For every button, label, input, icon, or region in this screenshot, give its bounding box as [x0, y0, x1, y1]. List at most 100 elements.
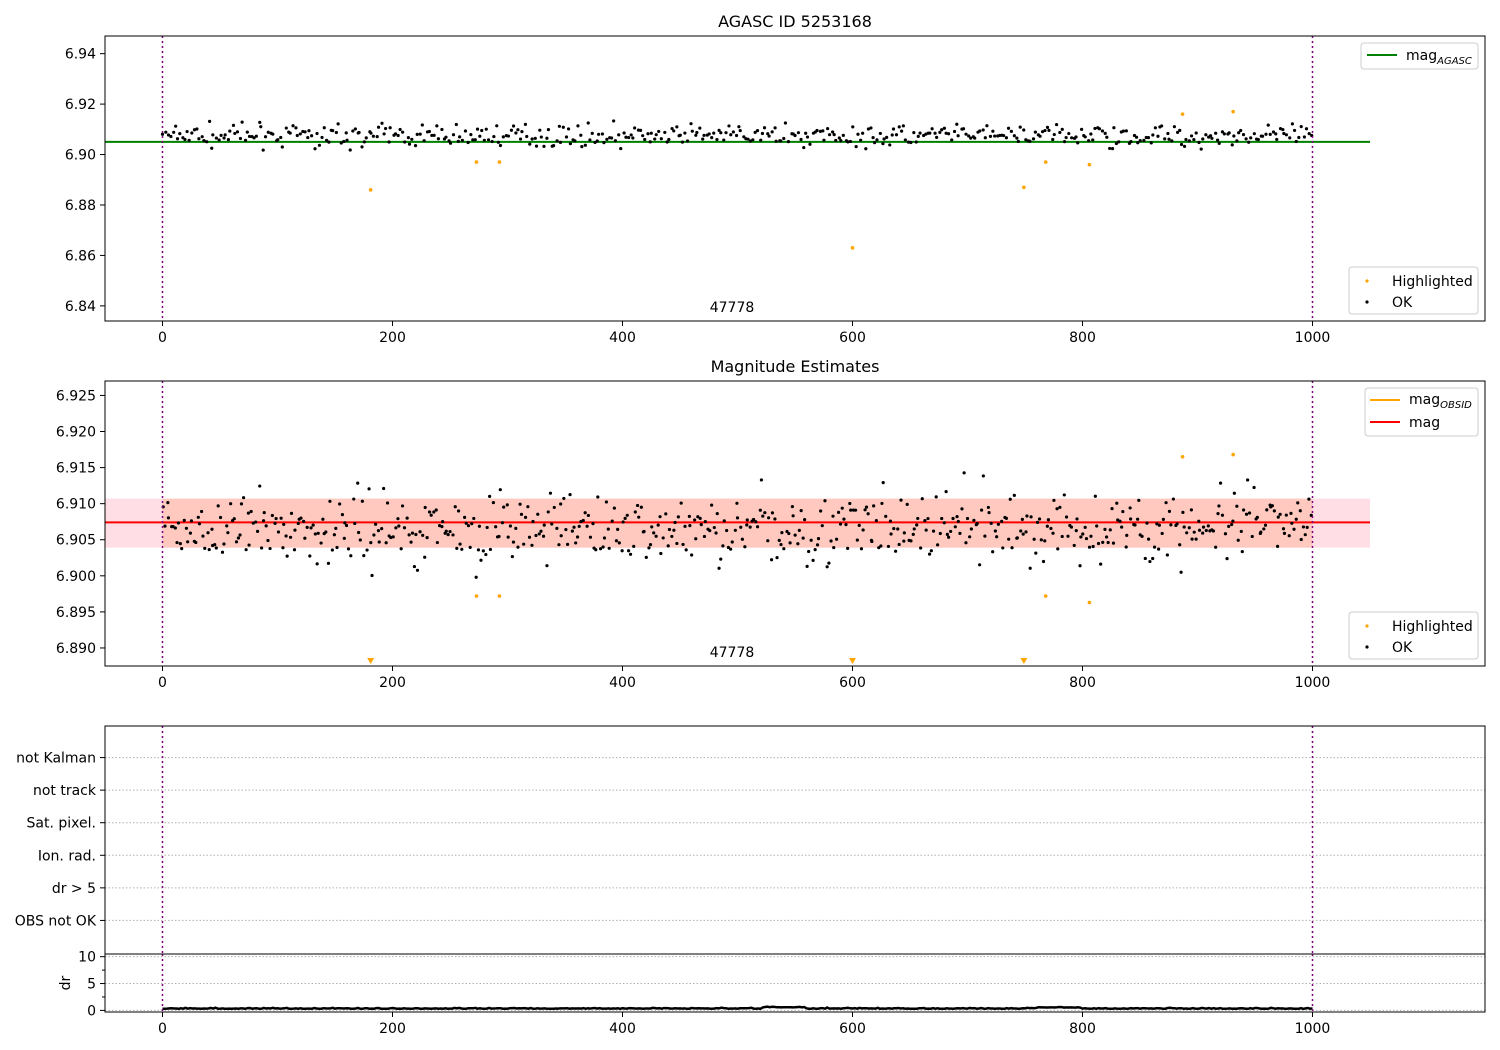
magnitude-ok-point	[962, 471, 966, 475]
agasc-ok-point	[1304, 127, 1309, 131]
agasc-ok-point	[482, 138, 486, 142]
magnitude-ok-point	[1214, 545, 1218, 549]
magnitude-ok-point	[639, 505, 643, 509]
agasc-ok-point	[1112, 126, 1116, 130]
magnitude-ok-point	[1096, 541, 1101, 546]
magnitude-ok-point	[324, 530, 328, 534]
magnitude-ok-point	[816, 537, 821, 541]
magnitude-ok-point	[315, 562, 319, 566]
agasc-ytick-label: 6.94	[65, 47, 96, 63]
agasc-ok-point	[214, 136, 218, 140]
magnitude-ok-point	[236, 536, 241, 540]
agasc-ok-point	[174, 124, 178, 128]
agasc-ok-point	[1138, 138, 1142, 143]
agasc-ok-point	[166, 133, 171, 137]
magnitude-ok-point	[201, 534, 205, 538]
magnitude-ok-point	[955, 515, 959, 519]
magnitude-ok-point	[745, 518, 749, 522]
magnitude-ok-point	[234, 540, 239, 544]
magnitude-ok-point	[514, 526, 518, 530]
magnitude-ok-point	[340, 513, 345, 517]
agasc-ok-point	[841, 133, 845, 137]
magnitude-ok-point	[717, 566, 721, 570]
agasc-ok-point	[369, 131, 373, 135]
magnitude-ok-point	[382, 486, 386, 491]
magnitude-ok-point	[1052, 498, 1056, 502]
magnitude-ok-point	[1305, 525, 1309, 529]
agasc-ok-point	[288, 131, 292, 135]
agasc-ok-point	[211, 133, 215, 137]
magnitude-ok-point	[453, 505, 457, 509]
agasc-ok-point	[815, 128, 819, 133]
agasc-ok-point	[1217, 141, 1221, 145]
magnitude-ok-point	[656, 523, 660, 527]
magnitude-ok-point	[1095, 524, 1099, 528]
magnitude-ok-point	[805, 564, 809, 568]
agasc-ok-point	[839, 139, 843, 143]
magnitude-ok-point	[945, 532, 949, 536]
magnitude-ytick-label: 6.915	[56, 461, 96, 477]
dr-ytick-label: 5	[87, 977, 96, 993]
agasc-panel-title: AGASC ID 5253168	[718, 12, 872, 31]
magnitude-ok-point	[1272, 509, 1276, 513]
agasc-ok-point	[799, 137, 803, 142]
magnitude-ok-point	[616, 527, 620, 531]
agasc-xtick-label: 600	[839, 330, 866, 346]
agasc-ok-point	[698, 126, 702, 130]
agasc-ok-point	[516, 128, 520, 132]
agasc-ok-point	[834, 138, 838, 143]
magnitude-ok-point	[464, 521, 468, 525]
magnitude-ok-point	[1201, 525, 1206, 529]
magnitude-ok-point	[934, 495, 938, 499]
magnitude-ok-point	[983, 534, 987, 538]
agasc-legend-ok: OK	[1392, 295, 1413, 311]
agasc-ok-point	[480, 128, 484, 133]
magnitude-scatter-legend: Highlighted OK	[1348, 611, 1479, 660]
magnitude-ok-point	[623, 516, 627, 520]
dr-ytick-label: 0	[87, 1003, 96, 1019]
agasc-ok-point	[930, 127, 934, 131]
agasc-ok-point	[1004, 136, 1009, 140]
agasc-ok-point	[1091, 138, 1095, 142]
magnitude-ok-point	[367, 487, 371, 491]
magnitude-ok-point	[1232, 491, 1236, 495]
agasc-ok-point	[894, 133, 899, 137]
magnitude-ytick-label: 6.900	[56, 569, 96, 585]
dr-series-line	[162, 1005, 1313, 1011]
magnitude-ok-point	[915, 523, 919, 527]
agasc-ok-point	[727, 124, 731, 128]
magnitude-ok-point	[458, 542, 462, 546]
magnitude-ok-point	[1075, 517, 1079, 521]
magnitude-ok-point	[1171, 497, 1175, 501]
magnitude-ok-point	[1128, 506, 1132, 510]
agasc-ok-point	[484, 127, 488, 131]
agasc-ok-point	[952, 129, 957, 134]
magnitude-ok-point	[434, 508, 438, 512]
agasc-ok-point	[678, 133, 682, 137]
magnitude-ok-point	[548, 491, 553, 495]
agasc-ok-point	[1247, 140, 1251, 144]
magnitude-ok-point	[1046, 518, 1051, 522]
magnitude-ok-point	[210, 527, 214, 531]
magnitude-ok-point	[1110, 507, 1114, 511]
magnitude-ok-point	[500, 521, 504, 525]
magnitude-ok-point	[1211, 529, 1216, 533]
magnitude-ok-point	[1037, 517, 1042, 521]
agasc-ok-point	[1033, 130, 1037, 134]
agasc-legend-highlighted: Highlighted	[1392, 274, 1473, 290]
magnitude-ok-point	[518, 502, 522, 506]
magnitude-ok-point	[1178, 543, 1182, 547]
magnitude-ok-point	[670, 534, 674, 539]
magnitude-ok-point	[975, 521, 979, 526]
magnitude-ok-point	[853, 508, 858, 512]
agasc-highlighted-point	[474, 160, 479, 164]
magnitude-ok-point	[1000, 519, 1004, 523]
agasc-ok-point	[530, 137, 534, 141]
magnitude-ok-point	[423, 555, 427, 559]
agasc-ok-point	[245, 130, 249, 134]
magnitude-ok-point	[536, 512, 540, 516]
magnitude-ok-point	[178, 542, 182, 546]
agasc-ok-point	[885, 135, 889, 139]
magnitude-ok-point	[407, 533, 411, 537]
agasc-ok-point	[444, 135, 448, 139]
